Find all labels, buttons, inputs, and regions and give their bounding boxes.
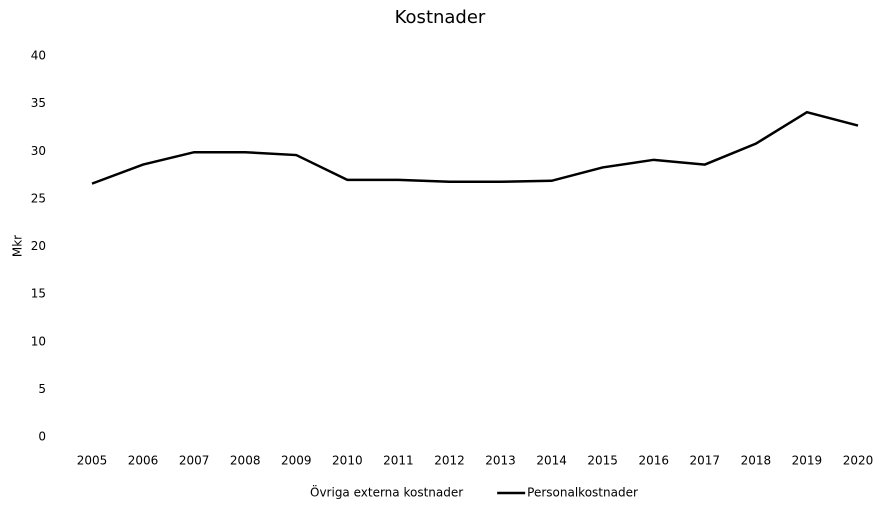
x-tick-label: 2013	[485, 454, 516, 468]
x-tick-label: 2020	[843, 454, 874, 468]
y-tick-label: 25	[31, 191, 46, 205]
y-tick-label: 40	[31, 49, 46, 63]
x-tick-label: 2018	[741, 454, 772, 468]
y-tick-label: 0	[38, 430, 46, 444]
x-tick-label: 2016	[638, 454, 669, 468]
data-line	[91, 110, 859, 185]
x-tick-label: 2010	[332, 454, 363, 468]
x-tick-label: 2014	[536, 454, 567, 468]
y-tick-label: 35	[31, 96, 46, 110]
legend-label: Personalkostnader	[527, 486, 638, 500]
y-tick-label: 10	[31, 334, 46, 348]
x-tick-label: 2008	[230, 454, 261, 468]
y-tick-label: 15	[31, 287, 46, 301]
y-tick-label: 30	[31, 144, 46, 158]
y-tick-label: 5	[38, 382, 46, 396]
x-tick-label: 2009	[281, 454, 312, 468]
y-axis-label: Mkr	[11, 235, 25, 257]
legend-label: Övriga externa kostnader	[310, 484, 463, 500]
x-tick-label: 2015	[587, 454, 618, 468]
x-tick-label: 2017	[690, 454, 721, 468]
x-tick-label: 2019	[792, 454, 823, 468]
x-tick-label: 2006	[128, 454, 159, 468]
x-tick-label: 2011	[383, 454, 414, 468]
x-tick-label: 2012	[434, 454, 465, 468]
y-tick-label: 20	[31, 239, 46, 253]
x-tick-label: 2005	[77, 454, 108, 468]
x-tick-label: 2007	[179, 454, 210, 468]
chart-title: Kostnader	[395, 7, 486, 28]
